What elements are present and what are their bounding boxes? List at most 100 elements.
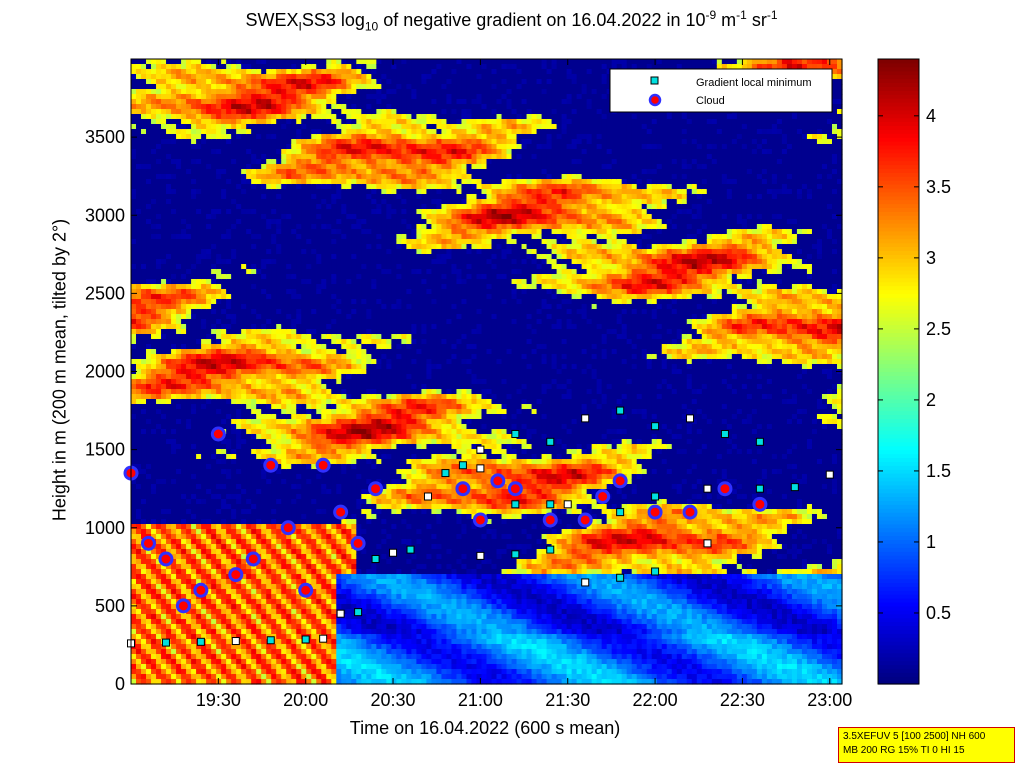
heatmap-cell (316, 514, 322, 520)
heatmap-cell (321, 589, 327, 595)
heatmap-cell (201, 89, 207, 95)
heatmap-cell (186, 449, 192, 455)
heatmap-cell (146, 444, 152, 450)
heatmap-cell (156, 314, 162, 320)
heatmap-cell (256, 179, 262, 185)
heatmap-cell (316, 414, 322, 420)
heatmap-cell (291, 304, 297, 310)
heatmap-cell (171, 544, 177, 550)
heatmap-cell (196, 294, 202, 300)
heatmap-cell (161, 299, 167, 305)
heatmap-cell (241, 179, 247, 185)
heatmap-cell (281, 249, 287, 255)
heatmap-cell (276, 174, 282, 180)
heatmap-cell (321, 119, 327, 125)
heatmap-cell (201, 659, 207, 665)
heatmap-cell (251, 204, 257, 210)
heatmap-cell (186, 469, 192, 475)
heatmap-cell (311, 299, 317, 305)
heatmap-cell (176, 214, 182, 220)
heatmap-cell (136, 269, 142, 275)
heatmap-cell (186, 154, 192, 160)
heatmap-cell (226, 399, 232, 405)
heatmap-cell (226, 484, 232, 490)
heatmap-cell (196, 474, 202, 480)
heatmap-cell (201, 484, 207, 490)
heatmap-cell (296, 359, 302, 365)
heatmap-cell (311, 469, 317, 475)
heatmap-cell (326, 544, 332, 550)
heatmap-cell (301, 99, 307, 105)
heatmap-cell (256, 309, 262, 315)
heatmap-cell (321, 174, 327, 180)
heatmap-cell (181, 194, 187, 200)
heatmap-cell (296, 79, 302, 85)
heatmap-cell (151, 219, 157, 225)
heatmap-cell (256, 229, 262, 235)
heatmap-cell (201, 469, 207, 475)
heatmap-cell (246, 674, 252, 680)
heatmap-cell (156, 69, 162, 75)
heatmap-cell (176, 649, 182, 655)
heatmap-cell (161, 64, 167, 70)
heatmap-cell (201, 389, 207, 395)
heatmap-cell (231, 269, 237, 275)
heatmap-cell (131, 359, 137, 365)
heatmap-cell (171, 209, 177, 215)
heatmap-cell (311, 619, 317, 625)
heatmap-cell (266, 379, 272, 385)
heatmap-cell (241, 379, 247, 385)
heatmap-cell (326, 364, 332, 370)
heatmap-cell (171, 409, 177, 415)
heatmap-cell (191, 254, 197, 260)
heatmap-cell (271, 369, 277, 375)
heatmap-cell (301, 539, 307, 545)
heatmap-cell (181, 414, 187, 420)
heatmap-cell (166, 119, 172, 125)
heatmap-cell (171, 634, 177, 640)
heatmap-cell (226, 479, 232, 485)
heatmap-cell (276, 294, 282, 300)
heatmap-cell (266, 214, 272, 220)
heatmap-cell (321, 279, 327, 285)
heatmap-cell (306, 284, 312, 290)
heatmap-cell (236, 164, 242, 170)
heatmap-cell (171, 164, 177, 170)
heatmap-cell (176, 579, 182, 585)
heatmap-cell (246, 144, 252, 150)
heatmap-cell (216, 534, 222, 540)
heatmap-cell (271, 89, 277, 95)
heatmap-cell (136, 229, 142, 235)
heatmap-cell (131, 249, 137, 255)
heatmap-cell (256, 159, 262, 165)
heatmap-cell (156, 99, 162, 105)
heatmap-cell (131, 409, 137, 415)
heatmap-cell (261, 429, 267, 435)
heatmap-cell (286, 169, 292, 175)
heatmap-cell (166, 64, 172, 70)
heatmap-cell (276, 234, 282, 240)
heatmap-cell (176, 249, 182, 255)
heatmap-cell (321, 114, 327, 120)
heatmap-cell (151, 584, 157, 590)
heatmap-cell (256, 389, 262, 395)
heatmap-cell (256, 409, 262, 415)
heatmap-cell (211, 69, 217, 75)
heatmap-cell (171, 564, 177, 570)
heatmap-cell (211, 319, 217, 325)
heatmap-cell (186, 549, 192, 555)
heatmap-cell (256, 449, 262, 455)
heatmap-cell (321, 554, 327, 560)
heatmap-cell (216, 234, 222, 240)
heatmap-cell (181, 419, 187, 425)
heatmap-cell (301, 149, 307, 155)
heatmap-cell (196, 299, 202, 305)
heatmap-cell (166, 319, 172, 325)
heatmap-cell (211, 569, 217, 575)
heatmap-cell (186, 209, 192, 215)
heatmap-cell (316, 529, 322, 535)
heatmap-cell (176, 659, 182, 665)
heatmap-cell (311, 154, 317, 160)
heatmap-cell (221, 324, 227, 330)
heatmap-cell (226, 129, 232, 135)
